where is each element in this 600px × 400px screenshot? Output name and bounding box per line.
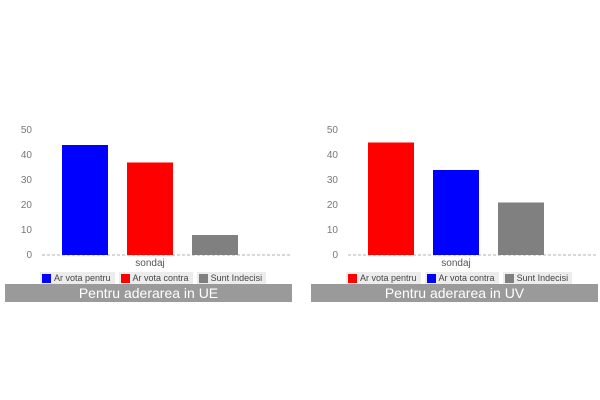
y-tick-label: 10: [327, 225, 339, 236]
legend-swatch: [42, 274, 51, 283]
legend-swatch: [426, 274, 436, 283]
legend-label: Ar vota pentru: [360, 273, 417, 283]
legend-label: Sunt Indecisi: [210, 273, 263, 283]
chart-caption-uv: Pentru aderarea in UV: [311, 284, 598, 302]
bar-ar-vota-contra: [433, 170, 479, 255]
y-tick-label: 40: [21, 150, 33, 161]
x-category-label: sondaj: [135, 258, 164, 269]
legend-label: Sunt Indecisi: [516, 273, 569, 283]
y-tick-label: 40: [327, 150, 339, 161]
bar-chart-uv: 0 10 20 30 40 50 sondaj: [327, 125, 596, 269]
legend-item-ar-vota-pentru: Ar vota pentru: [40, 272, 115, 285]
legend-item-sunt-indecisi: Sunt Indecisi: [502, 272, 573, 285]
legend-swatch: [504, 274, 514, 283]
legend-swatch: [198, 274, 208, 283]
legend-swatch: [120, 274, 130, 283]
legend-item-ar-vota-contra: Ar vota contra: [424, 272, 499, 285]
legend-item-ar-vota-pentru: Ar vota pentru: [346, 272, 421, 285]
legend-label: Ar vota contra: [438, 273, 495, 283]
legend-uv: Ar vota pentru Ar vota contra Sunt Indecis…: [346, 272, 573, 285]
bar-sunt-indecisi: [498, 202, 544, 255]
chart-panel-uv: 0 10 20 30 40 50 sondaj Ar vota pentru Ar vota …: [306, 0, 600, 400]
bar-ar-vota-pentru: [62, 145, 108, 255]
chart-panel-ue: 0 10 20 30 40 50 sondaj Ar vota pentru Ar vota …: [5, 125, 292, 302]
bar-ar-vota-contra: [127, 162, 173, 255]
y-tick-label: 50: [21, 125, 33, 136]
y-tick-label: 0: [26, 250, 32, 261]
y-tick-label: 0: [332, 250, 338, 261]
y-tick-label: 30: [21, 175, 33, 186]
bar-chart-ue: 0 10 20 30 40 50 sondaj: [21, 125, 290, 269]
y-tick-label: 30: [327, 175, 339, 186]
chart-caption-ue: Pentru aderarea in UE: [5, 284, 292, 302]
legend-ue: Ar vota pentru Ar vota contra Sunt Indecis…: [40, 272, 267, 285]
x-category-label: sondaj: [441, 258, 470, 269]
y-tick-label: 50: [327, 125, 339, 136]
y-tick-label: 20: [327, 200, 339, 211]
y-tick-label: 10: [21, 225, 33, 236]
legend-item-sunt-indecisi: Sunt Indecisi: [196, 272, 267, 285]
legend-label: Ar vota contra: [132, 273, 189, 283]
bar-ar-vota-pentru: [368, 142, 414, 255]
legend-swatch: [348, 274, 357, 283]
bar-sunt-indecisi: [192, 235, 238, 255]
legend-item-ar-vota-contra: Ar vota contra: [118, 272, 193, 285]
legend-label: Ar vota pentru: [54, 273, 111, 283]
y-tick-label: 20: [21, 200, 33, 211]
